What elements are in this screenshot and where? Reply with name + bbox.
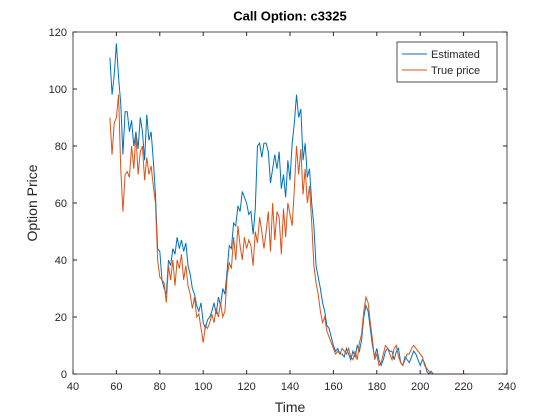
x-tick-label: 120 bbox=[237, 381, 255, 393]
y-tick-label: 80 bbox=[55, 141, 67, 153]
x-tick-label: 80 bbox=[154, 381, 166, 393]
plot-frame bbox=[72, 31, 508, 375]
y-axis-label: Option Price bbox=[24, 164, 40, 241]
y-tick-label: 40 bbox=[55, 255, 67, 267]
series-line bbox=[109, 43, 468, 375]
x-tick-label: 40 bbox=[67, 381, 79, 393]
x-tick-label: 200 bbox=[411, 381, 429, 393]
chart-title: Call Option: c3325 bbox=[233, 8, 346, 23]
legend: Estimated True price bbox=[396, 41, 498, 83]
legend-label: True price bbox=[431, 65, 480, 77]
x-tick-label: 160 bbox=[324, 381, 342, 393]
x-tick-label: 180 bbox=[368, 381, 386, 393]
x-tick-label: 240 bbox=[498, 381, 516, 393]
x-axis-label: Time bbox=[275, 399, 306, 415]
series-line bbox=[109, 94, 468, 375]
y-tick-label: 120 bbox=[49, 27, 67, 39]
y-tick-label: 60 bbox=[55, 198, 67, 210]
y-tick-label: 20 bbox=[55, 312, 67, 324]
x-tick-label: 100 bbox=[194, 381, 212, 393]
y-tick-label: 100 bbox=[49, 84, 67, 96]
x-tick-label: 140 bbox=[281, 381, 299, 393]
y-tick-label: 0 bbox=[61, 369, 67, 381]
x-tick-label: 220 bbox=[454, 381, 472, 393]
legend-label: Estimated bbox=[431, 49, 480, 61]
legend-box bbox=[396, 41, 498, 83]
x-tick-label: 60 bbox=[110, 381, 122, 393]
